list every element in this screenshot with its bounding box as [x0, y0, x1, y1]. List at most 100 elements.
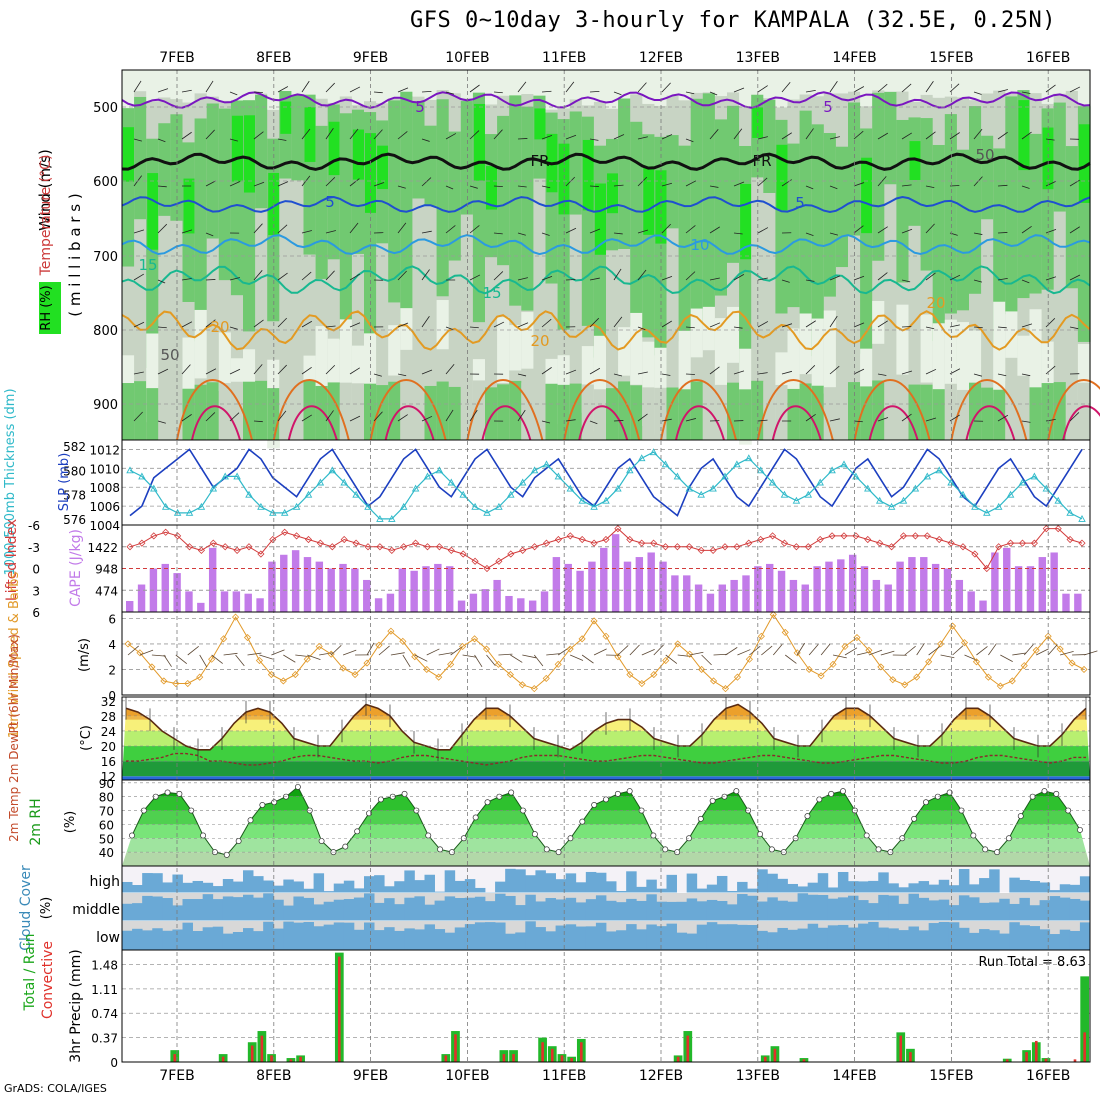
rh-marker: [828, 790, 835, 797]
wind-barb: [637, 176, 648, 187]
wind10-marker: [255, 656, 264, 665]
wind-barb: [421, 316, 430, 328]
lifted-index-marker: [661, 543, 670, 551]
cloud-bar: [938, 879, 950, 893]
thickness-marker: [792, 496, 801, 504]
wind-barb: [901, 279, 911, 283]
cape-bar: [789, 579, 798, 612]
rh-cell: [630, 385, 643, 440]
rh-cell: [751, 101, 764, 441]
wind-barb: [973, 232, 983, 235]
thickness-marker: [269, 508, 277, 516]
isotherm-25-loop: [950, 379, 1028, 441]
cape-bar: [884, 584, 892, 612]
wind10-barb: [271, 649, 285, 656]
lifted-index-marker: [638, 539, 646, 547]
rh-cell: [739, 70, 752, 107]
lifted-index-marker: [804, 543, 812, 551]
rh-cell: [666, 387, 680, 440]
rh-cell: [182, 70, 196, 103]
wind-barb: [925, 81, 934, 93]
rh-cell: [509, 325, 522, 371]
rh-cell: [607, 173, 619, 214]
cloud-bar: [394, 881, 405, 893]
cape-bar: [280, 554, 288, 612]
date-label-top: 15FEB: [929, 50, 973, 66]
rh-cell: [557, 70, 571, 109]
lifted-index-marker: [281, 528, 289, 536]
contour-label: 5: [823, 98, 833, 116]
wind10-barb: [737, 649, 751, 656]
wind-barb: [205, 368, 217, 375]
cape-bar: [611, 534, 620, 612]
wind-barb: [829, 275, 841, 281]
cloud-bar: [979, 929, 990, 950]
wind-barb: [1021, 185, 1030, 189]
cape-bar: [1026, 566, 1035, 612]
thickness-marker: [1054, 496, 1062, 504]
wind10-marker: [482, 645, 491, 653]
wind-barb: [1069, 274, 1081, 281]
rh-cell: [981, 135, 994, 220]
lifted-index-marker: [1018, 539, 1027, 547]
rh-cell: [170, 114, 184, 221]
isotherm-30-loop: [481, 405, 532, 441]
wind10-barb: [450, 646, 463, 656]
rh-cell: [436, 381, 450, 440]
wind10-marker: [984, 673, 992, 681]
wind10-ylabel: 10m Wind Speed & Barbs: [7, 572, 22, 739]
wind10-barb: [546, 653, 561, 656]
temp-units: (°C): [79, 725, 94, 751]
wind-barb: [901, 83, 912, 93]
lifted-index-marker: [614, 525, 622, 533]
wind-barb: [373, 411, 383, 422]
cloud-bar: [878, 872, 889, 893]
rh-cell: [1041, 383, 1055, 440]
thickness-marker: [518, 478, 527, 486]
cloud-bar: [243, 928, 254, 950]
wind-barb: [661, 418, 672, 422]
temp-tick-label: 16: [101, 755, 116, 769]
cape-bar: [137, 584, 146, 612]
rh-cell: [1029, 133, 1043, 294]
rh-cell: [255, 380, 268, 440]
rh-cell: [255, 70, 268, 94]
rh-cell: [811, 124, 825, 357]
rh-cell: [1029, 70, 1043, 94]
cloud-bar: [898, 930, 909, 950]
cloud-bar: [666, 923, 677, 950]
rh-tick-label: 80: [99, 791, 114, 805]
precip-tick-label: 1.48: [91, 958, 118, 972]
rh-cell: [594, 183, 606, 255]
rh-cell: [521, 106, 534, 311]
wind-barb: [997, 277, 1008, 281]
date-label-bottom: 14FEB: [832, 1068, 876, 1084]
wind10-barb: [952, 645, 964, 656]
cape-bar: [244, 593, 252, 612]
rh-cell: [690, 70, 704, 93]
wind-barb: [829, 418, 840, 422]
cape-bar: [860, 566, 869, 612]
wind-barb: [541, 275, 553, 281]
isotherm-30-loop: [191, 405, 241, 441]
wind10-barb: [653, 644, 664, 656]
wind-barb: [253, 420, 263, 423]
cloud-bar: [837, 871, 849, 893]
thickness-marker: [340, 478, 348, 486]
precip-conv-bar: [512, 1054, 515, 1062]
contour-label: 50: [160, 346, 179, 364]
wind-barb: [973, 91, 982, 95]
cloud-bar: [948, 885, 960, 893]
lifted-index-marker: [1078, 539, 1086, 547]
wind-barb: [205, 319, 216, 328]
rh-cell: [606, 388, 619, 440]
wind-barb: [709, 366, 720, 375]
cloud-bar: [555, 879, 567, 893]
lifted-index-marker: [531, 543, 539, 551]
cape-tick-label: 474: [95, 584, 118, 598]
wind-barb: [205, 80, 214, 93]
cloud-bar: [716, 875, 728, 893]
wind10-marker: [877, 663, 885, 671]
precip-conv-bar: [260, 1035, 264, 1062]
cloud-bar: [787, 929, 798, 950]
